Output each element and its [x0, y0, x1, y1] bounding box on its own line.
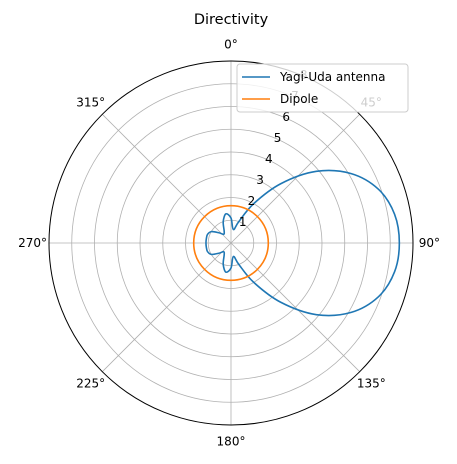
theta-grid-line	[230, 114, 360, 244]
series-line-dipole	[192, 204, 270, 282]
series-layer	[192, 169, 401, 317]
r-tick-label: 5	[274, 131, 282, 145]
legend-label-yagi: Yagi-Uda antenna	[279, 70, 386, 84]
theta-tick-label: 180°	[217, 434, 246, 448]
theta-tick-label: 270°	[18, 236, 47, 250]
theta-tick-label: 90°	[419, 236, 440, 250]
theta-tick-label: 315°	[76, 96, 105, 110]
chart-title: Directivity	[194, 12, 269, 28]
theta-grid-line	[102, 114, 232, 244]
legend-box	[236, 63, 409, 113]
series-line-yagi-uda	[205, 169, 401, 317]
theta-tick-label: 225°	[76, 376, 105, 390]
r-tick-label: 3	[256, 173, 264, 187]
theta-tick-labels: 0°45°90°135°180°225°270°315°	[18, 38, 440, 449]
theta-tick-label: 0°	[224, 38, 238, 52]
theta-grid-line	[102, 242, 232, 372]
r-tick-label: 2	[248, 194, 256, 208]
theta-grid-line	[230, 242, 360, 372]
theta-tick-label: 135°	[357, 376, 386, 390]
r-tick-label: 4	[265, 152, 273, 166]
r-tick-label: 1	[239, 215, 247, 229]
legend-label-dipole: Dipole	[280, 92, 318, 106]
r-tick-label: 6	[282, 110, 290, 124]
legend: Yagi-Uda antenna Dipole	[236, 63, 409, 113]
polar-frame	[48, 60, 414, 426]
polar-grid	[49, 61, 413, 425]
